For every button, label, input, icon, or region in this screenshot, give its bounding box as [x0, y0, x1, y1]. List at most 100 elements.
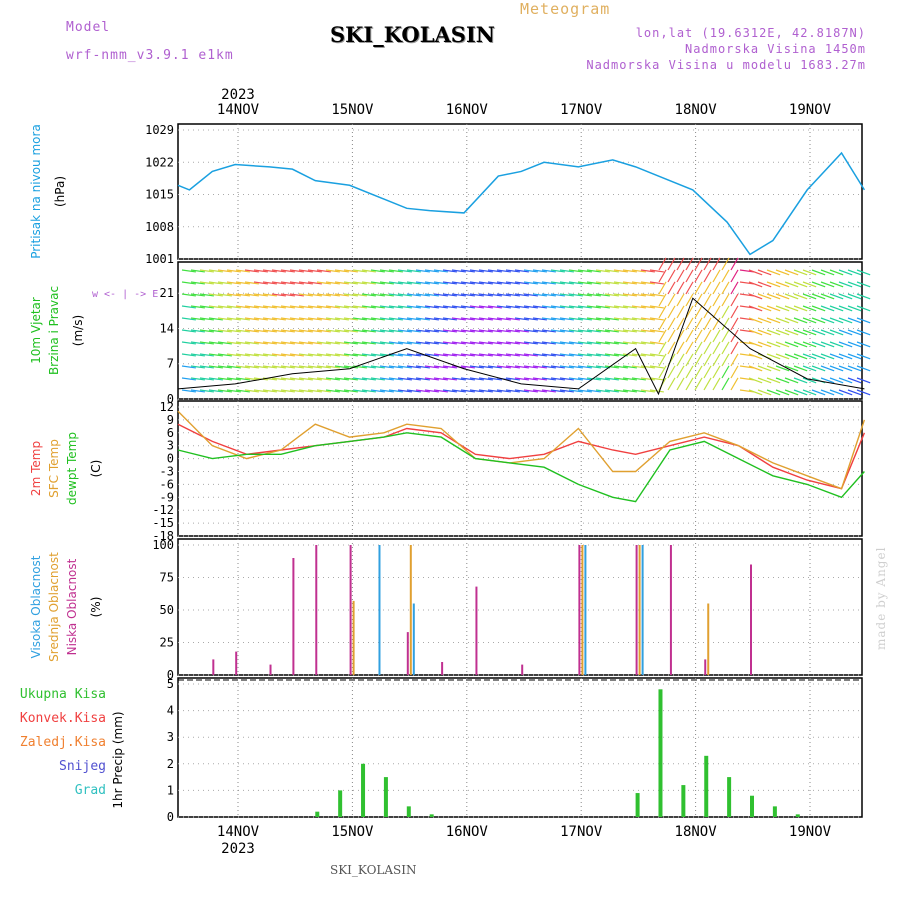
wind-barb: [730, 257, 739, 271]
wind-barb: [316, 281, 331, 285]
wind-barb: [280, 317, 295, 321]
wind-barb: [622, 353, 637, 357]
cloud-bar: [352, 600, 355, 675]
wind-barb: [496, 353, 511, 357]
wind-barb: [289, 269, 304, 273]
wind-barb: [280, 389, 295, 393]
wind-barb: [424, 281, 439, 285]
wind-barb: [793, 353, 808, 360]
wind-barb: [361, 341, 376, 345]
precip-bar: [383, 777, 388, 817]
wind-barb: [829, 389, 844, 396]
wind-barb: [280, 329, 295, 333]
y-tick-label: 25: [160, 636, 174, 650]
wind-barb: [739, 389, 754, 393]
wind-barb: [820, 293, 835, 300]
y-tick-label: 0: [167, 810, 174, 824]
wind-barb: [775, 281, 790, 288]
wind-barb: [226, 353, 241, 357]
wind-barb: [577, 293, 592, 297]
wind-barb: [397, 329, 412, 333]
wind-barb: [613, 389, 628, 393]
wind-barb: [577, 353, 592, 357]
wind-barb: [730, 281, 739, 295]
wind-barb: [676, 353, 685, 367]
wind-barb: [415, 389, 430, 393]
y-tick-label: -12: [152, 503, 174, 517]
wind-barb: [226, 281, 241, 285]
wind-barb: [748, 305, 763, 312]
y-axis-label: Visoka Oblacnost: [29, 555, 43, 658]
day-label-bottom: 15NOV: [331, 824, 374, 840]
wind-barb: [316, 377, 331, 381]
wind-barb: [784, 269, 799, 276]
wind-barb: [622, 269, 637, 273]
wind-barb: [343, 365, 358, 369]
wind-barb: [649, 329, 664, 333]
wind-barb: [595, 269, 610, 273]
wind-barb: [433, 377, 448, 381]
y-tick-label: 1: [167, 783, 174, 797]
wind-barb: [550, 341, 565, 345]
wind-barb: [451, 305, 466, 309]
wind-barb: [208, 377, 223, 381]
wind-barb: [829, 269, 844, 276]
wind-barb: [532, 269, 547, 273]
wind-barb: [550, 269, 565, 273]
wind-barb: [397, 341, 412, 345]
wind-barb: [514, 305, 529, 309]
y-tick-label: 1001: [145, 252, 174, 266]
wind-barb: [469, 305, 484, 309]
wind-barb: [406, 281, 421, 285]
wind-barb: [586, 281, 601, 285]
wind-barb: [325, 389, 340, 393]
wind-barb: [757, 317, 772, 324]
wind-barb: [757, 293, 772, 300]
wind-barb: [541, 329, 556, 333]
temp-line-0: [177, 423, 866, 490]
wind-barb: [370, 305, 385, 309]
wind-barb: [280, 377, 295, 381]
wind-barb: [559, 377, 574, 381]
wind-barb: [667, 365, 676, 379]
wind-barb: [271, 305, 286, 309]
wind-barb: [676, 269, 685, 283]
wind-barb: [532, 341, 547, 345]
wind-barb: [451, 389, 466, 393]
wind-barb: [658, 257, 667, 271]
wind-barb: [289, 353, 304, 357]
precip-bar: [338, 790, 343, 817]
wind-barb: [244, 329, 259, 333]
wind-barb: [442, 269, 457, 273]
wind-barb: [532, 317, 547, 321]
wind-barb: [667, 317, 676, 331]
wind-barb: [604, 341, 619, 345]
y-tick-label: -18: [152, 529, 174, 543]
wind-barb: [856, 293, 871, 300]
wind-barb: [370, 341, 385, 345]
wind-barb: [235, 377, 250, 381]
wind-barb: [784, 353, 799, 360]
wind-barb: [550, 281, 565, 285]
wind-barb: [487, 365, 502, 369]
wind-barb: [775, 305, 790, 312]
wind-barb: [289, 341, 304, 345]
wind-barb: [262, 317, 277, 321]
wind-barb: [199, 281, 214, 285]
wind-barb: [649, 305, 664, 309]
wind-barb: [712, 269, 721, 283]
wind-barb: [181, 293, 196, 297]
wind-barb: [658, 269, 667, 283]
wind-barb: [685, 353, 694, 367]
wind-barb: [442, 389, 457, 393]
wind-barb: [712, 377, 721, 391]
wind-barb: [271, 329, 286, 333]
y-tick-label: 1029: [145, 123, 174, 137]
wind-barb: [766, 341, 781, 348]
wind-barb: [388, 365, 403, 369]
wind-barb: [244, 269, 259, 273]
wind-barb: [523, 305, 538, 309]
wind-barb: [334, 305, 349, 309]
wind-barb: [838, 341, 853, 348]
wind-barb: [820, 341, 835, 348]
